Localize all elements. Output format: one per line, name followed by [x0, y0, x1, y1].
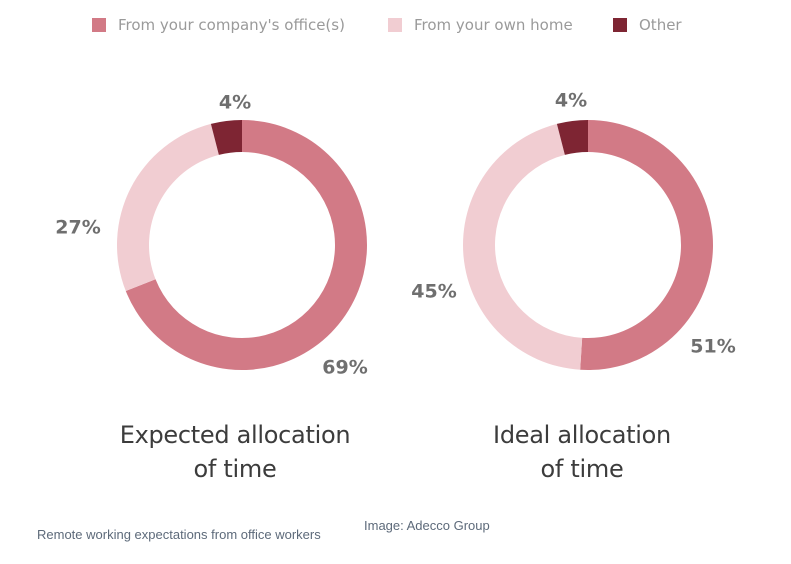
legend-item-other: Other [613, 16, 682, 34]
donut-charts: 69% 27% 4% 51% 45% 4% [55, 90, 735, 379]
chart-title-ideal-line2: of time [540, 455, 624, 483]
legend: From your company's office(s) From your … [0, 16, 791, 42]
expected-label-other: 4% [219, 92, 251, 114]
chart-title-expected: Expected allocation of time [95, 418, 375, 486]
ideal-slice-other [556, 120, 588, 155]
legend-label-home: From your own home [414, 16, 573, 34]
legend-item-office: From your company's office(s) [92, 16, 345, 34]
expected-slice-home [117, 123, 219, 292]
expected-slice-other [210, 120, 242, 155]
legend-swatch-office [92, 18, 106, 32]
legend-label-office: From your company's office(s) [118, 16, 345, 34]
ideal-slice-office [580, 120, 714, 371]
chart-title-ideal-line1: Ideal allocation [493, 421, 671, 449]
legend-swatch-home [388, 18, 402, 32]
ideal-label-home: 45% [411, 281, 456, 303]
legend-item-home: From your own home [388, 16, 573, 34]
image-credit: Image: Adecco Group [364, 518, 490, 533]
ideal-label-office: 51% [690, 336, 735, 358]
legend-label-other: Other [639, 16, 682, 34]
chart-title-expected-line2: of time [193, 455, 277, 483]
figure-caption: Remote working expectations from office … [37, 527, 321, 542]
ideal-slice-home [463, 123, 583, 370]
expected-label-office: 69% [322, 357, 367, 379]
expected-label-home: 27% [55, 217, 100, 239]
chart-panel: From your company's office(s) From your … [0, 16, 791, 486]
ideal-label-other: 4% [555, 90, 587, 112]
legend-swatch-other [613, 18, 627, 32]
chart-title-ideal: Ideal allocation of time [442, 418, 722, 486]
chart-title-expected-line1: Expected allocation [119, 421, 351, 449]
